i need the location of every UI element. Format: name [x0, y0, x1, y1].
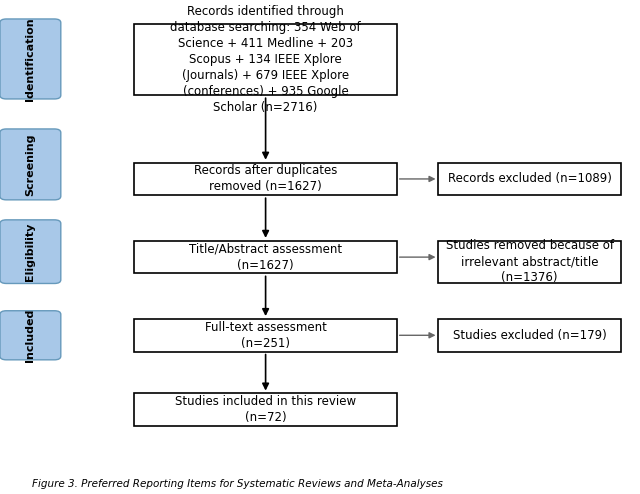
FancyBboxPatch shape [134, 24, 397, 95]
Text: Studies removed because of
irrelevant abstract/title
(n=1376): Studies removed because of irrelevant ab… [445, 239, 614, 284]
Text: Figure 3. Preferred Reporting Items for Systematic Reviews and Meta-Analyses: Figure 3. Preferred Reporting Items for … [32, 479, 443, 489]
Text: Records after duplicates
removed (n=1627): Records after duplicates removed (n=1627… [194, 165, 337, 194]
FancyBboxPatch shape [134, 393, 397, 426]
FancyBboxPatch shape [134, 163, 397, 195]
FancyBboxPatch shape [134, 241, 397, 274]
Text: Records identified through
database searching: 354 Web of
Science + 411 Medline : Records identified through database sear… [170, 5, 361, 115]
FancyBboxPatch shape [0, 311, 61, 360]
Text: Included: Included [26, 309, 35, 362]
FancyBboxPatch shape [438, 241, 621, 283]
FancyBboxPatch shape [0, 19, 61, 99]
Text: Studies excluded (n=179): Studies excluded (n=179) [452, 329, 607, 342]
Text: Screening: Screening [26, 133, 35, 196]
FancyBboxPatch shape [438, 163, 621, 195]
FancyBboxPatch shape [0, 220, 61, 284]
Text: Studies included in this review
(n=72): Studies included in this review (n=72) [175, 395, 356, 424]
Text: Identification: Identification [26, 17, 35, 101]
FancyBboxPatch shape [0, 129, 61, 200]
FancyBboxPatch shape [134, 319, 397, 352]
Text: Records excluded (n=1089): Records excluded (n=1089) [447, 172, 612, 185]
Text: Eligibility: Eligibility [26, 222, 35, 281]
FancyBboxPatch shape [438, 319, 621, 352]
Text: Full-text assessment
(n=251): Full-text assessment (n=251) [205, 321, 326, 350]
Text: Title/Abstract assessment
(n=1627): Title/Abstract assessment (n=1627) [189, 243, 342, 272]
